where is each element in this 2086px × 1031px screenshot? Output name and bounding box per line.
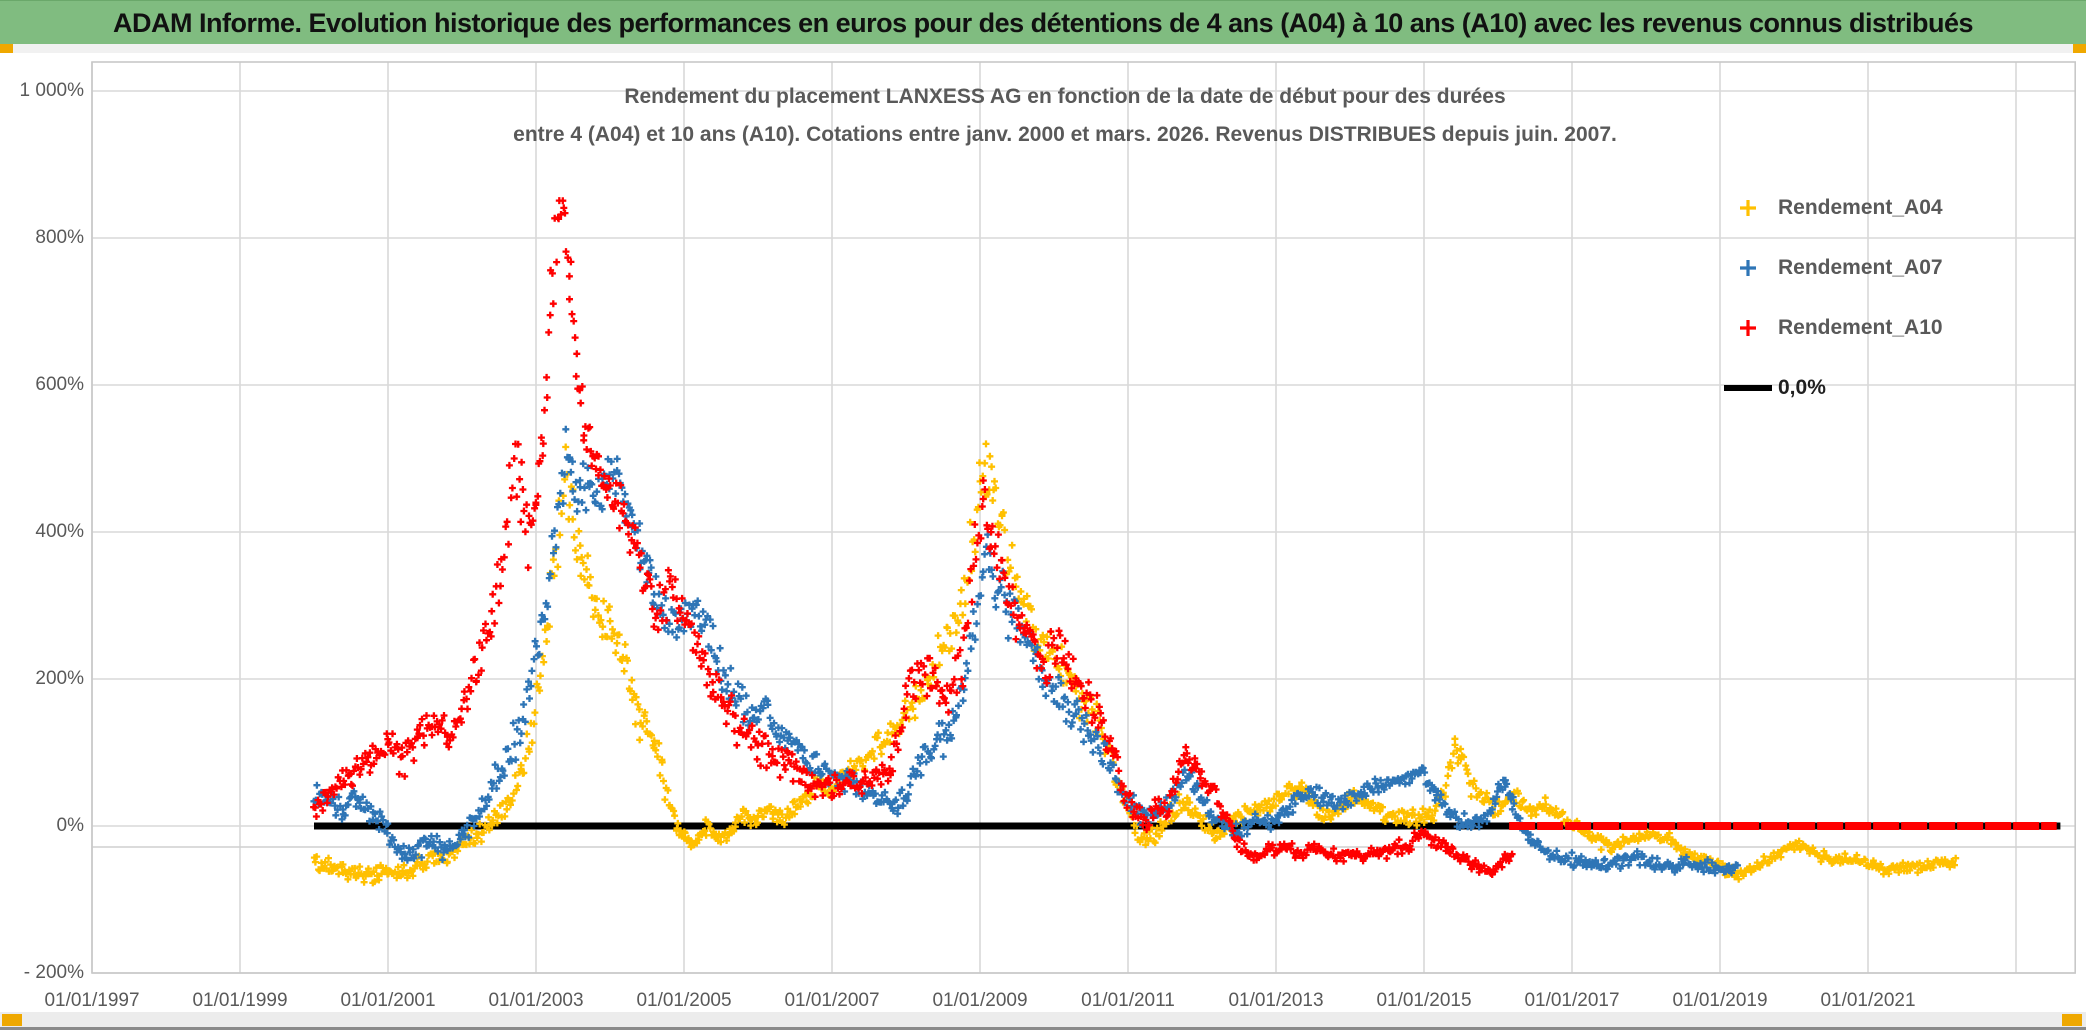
y-axis-label: 200% [35,668,84,689]
legend-label: 0,0% [1778,376,1826,399]
plus-marker-icon [1722,197,1774,219]
title-banner: ADAM Informe. Evolution historique des p… [0,0,2086,45]
legend-label: Rendement_A10 [1778,316,1943,339]
y-axis-label: 400% [35,521,84,542]
x-axis-label: 01/01/1997 [44,990,140,1011]
x-axis-label: 01/01/2001 [340,990,436,1011]
zero-line-swatch [1722,385,1774,391]
plot-border [91,61,2076,974]
chart-legend[interactable]: Rendement_A04 Rendement_A07 Rendement_A10 0… [1722,178,2062,418]
x-axis-label: 01/01/2013 [1228,990,1324,1011]
gold-corner-bottom-left [2,1014,22,1026]
x-axis-label: 01/01/2015 [1376,990,1472,1011]
legend-item-a10[interactable]: Rendement_A10 [1722,298,2062,358]
x-axis-label: 01/01/2005 [636,990,732,1011]
x-axis-label: 01/01/2019 [1672,990,1768,1011]
x-axis-label: 01/01/2007 [784,990,880,1011]
y-axis-label: 600% [35,374,84,395]
y-axis-label: - 200% [23,962,84,983]
scatter-a10 [310,197,1516,878]
x-axis-label: 01/01/2017 [1524,990,1620,1011]
x-axis-label: 01/01/2009 [932,990,1028,1011]
sheet-chrome-bottom [0,1012,2086,1028]
x-axis-label: 01/01/2011 [1081,990,1175,1011]
y-axis-label: 800% [35,227,84,248]
gold-corner-top-left [0,44,13,53]
legend-item-zero[interactable]: 0,0% [1722,358,2062,418]
plus-marker-icon [1722,257,1774,279]
x-axis-label: 01/01/2003 [488,990,584,1011]
gold-corner-bottom-right [2062,1014,2082,1026]
x-axis-label: 01/01/1999 [192,990,288,1011]
page-title: ADAM Informe. Evolution historique des p… [112,7,1974,38]
y-axis-label: 0% [56,815,84,836]
plus-marker-icon [1722,317,1774,339]
sheet-bottom-border [0,1027,2086,1030]
legend-label: Rendement_A07 [1778,256,1943,279]
legend-label: Rendement_A04 [1778,196,1943,219]
legend-item-a04[interactable]: Rendement_A04 [1722,178,2062,238]
legend-item-a07[interactable]: Rendement_A07 [1722,238,2062,298]
zero-line-swatch-bar [1724,385,1772,391]
sheet-chrome-top [0,44,2086,53]
y-axis-label: 1 000% [19,80,84,101]
gold-corner-top-right [2073,44,2086,53]
x-axis-label: 01/01/2021 [1820,990,1916,1011]
